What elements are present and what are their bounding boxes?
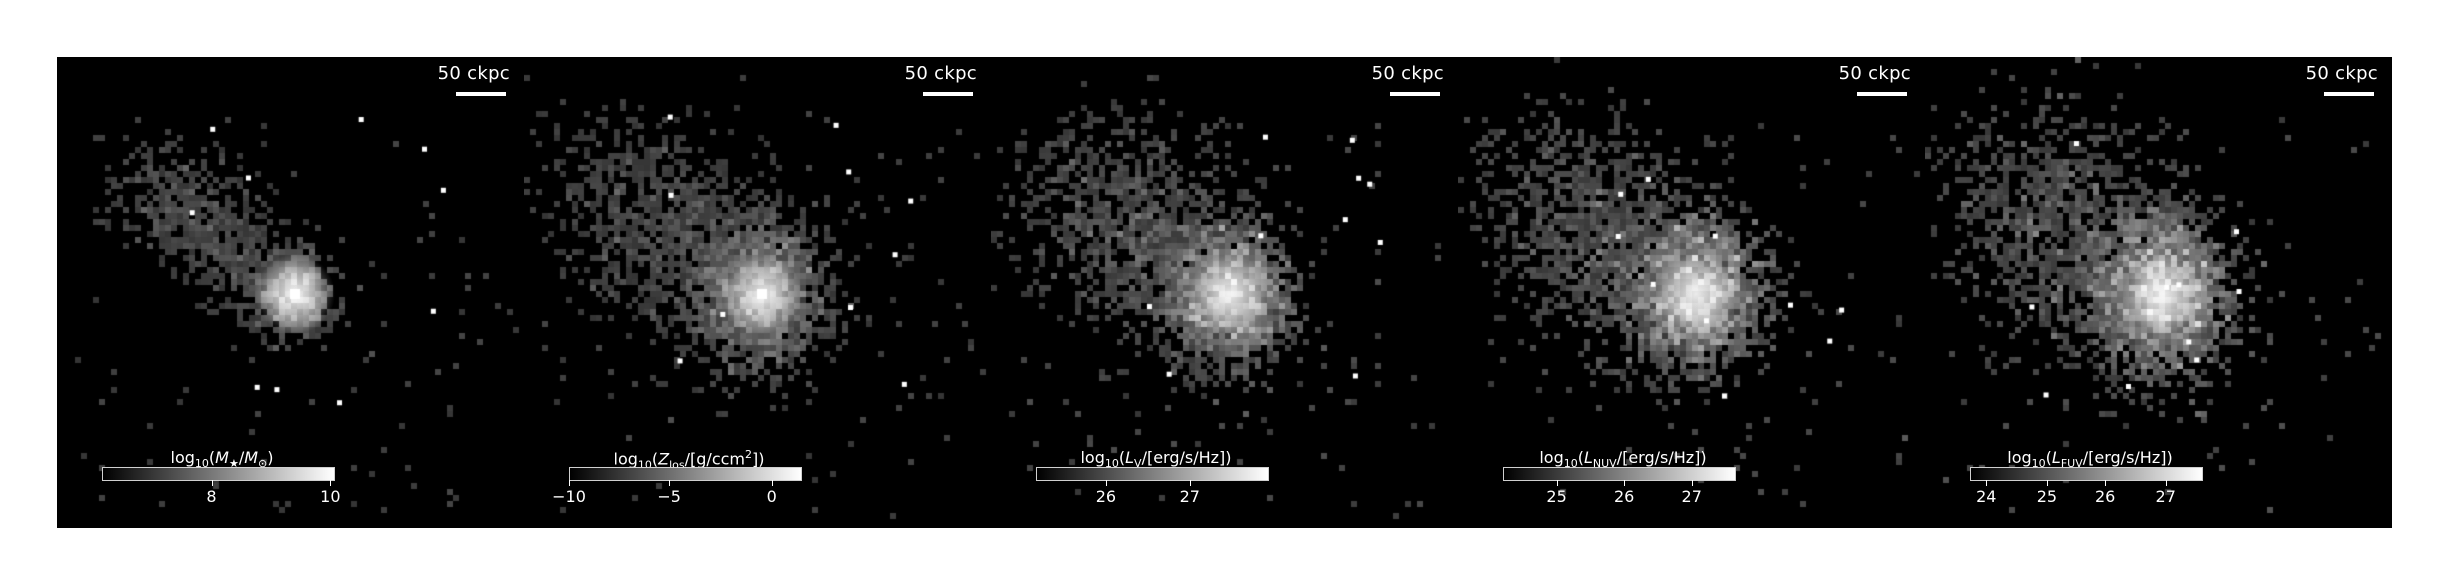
galaxy-map <box>524 57 991 528</box>
colorbar <box>102 467 335 481</box>
scalebar-label: 50 ckpc <box>904 63 977 84</box>
colorbar <box>569 467 802 481</box>
colorbar-title: log10(M★/M⊙) <box>170 448 274 471</box>
colorbar-tick-label: 10 <box>320 487 341 506</box>
colorbar-tick <box>1624 480 1626 486</box>
colorbar-tick <box>669 480 671 486</box>
colorbar-tick <box>1105 480 1107 486</box>
colorbar-tick <box>211 480 213 486</box>
colorbar <box>1503 467 1736 481</box>
colorbar-tick-label: 8 <box>206 487 217 506</box>
panel-metallicity: 50 ckpc log10(Zlos/[g/ccm2]) −10 −5 0 <box>524 57 991 528</box>
scalebar-line <box>2324 92 2374 96</box>
panel-luminosity-fuv: 50 ckpc log10(LFUV/[erg/s/Hz]) 24 25 26 27 <box>1925 57 2392 528</box>
colorbar-tick <box>569 480 570 486</box>
scalebar-label: 50 ckpc <box>1371 63 1444 84</box>
colorbar-title: log10(LNUV/[erg/s/Hz]) <box>1539 448 1707 471</box>
colorbar-tick <box>1189 480 1191 486</box>
panel-luminosity-nuv: 50 ckpc log10(LNUV/[erg/s/Hz]) 25 26 27 <box>1458 57 1925 528</box>
colorbar-tick-label: 26 <box>1095 487 1117 506</box>
panel-stellar-mass: 50 ckpc log10(M★/M⊙) 8 10 <box>57 57 524 528</box>
scalebar-line <box>923 92 973 96</box>
colorbar-tick <box>2165 480 2167 486</box>
colorbar-tick-label: 25 <box>1546 487 1567 506</box>
colorbar <box>1970 467 2203 481</box>
panel-luminosity-v: 50 ckpc log10(LV/[erg/s/Hz]) 26 27 <box>991 57 1458 528</box>
scalebar-label: 50 ckpc <box>1838 63 1911 84</box>
colorbar-tick-label: 25 <box>2036 487 2058 506</box>
image-strip: 50 ckpc log10(M★/M⊙) 8 10 50 ckpc log10(Z… <box>57 57 2392 528</box>
scalebar-label: 50 ckpc <box>437 63 510 84</box>
colorbar-tick <box>1556 480 1558 486</box>
colorbar <box>1036 467 1269 481</box>
scalebar-line <box>1857 92 1907 96</box>
colorbar-tick <box>2105 480 2107 486</box>
galaxy-map <box>991 57 1458 528</box>
galaxy-map <box>57 57 524 528</box>
colorbar-tick <box>1986 480 1988 486</box>
colorbar-title: log10(LFUV/[erg/s/Hz]) <box>2007 448 2173 471</box>
galaxy-map <box>1458 57 1925 528</box>
colorbar-tick-label: 26 <box>2094 487 2116 506</box>
colorbar-tick-label: −5 <box>657 487 681 506</box>
colorbar-tick-label: 27 <box>2155 487 2176 506</box>
scalebar-label: 50 ckpc <box>2305 63 2378 84</box>
colorbar-tick-label: 27 <box>1179 487 1200 506</box>
colorbar-tick-label: 27 <box>1681 487 1702 506</box>
colorbar-tick <box>2046 480 2048 486</box>
scalebar-line <box>1390 92 1440 96</box>
colorbar-title: log10(LV/[erg/s/Hz]) <box>1080 448 1232 471</box>
scalebar-line <box>456 92 506 96</box>
colorbar-tick <box>771 480 773 486</box>
galaxy-map <box>1925 57 2392 528</box>
colorbar-tick <box>330 480 332 486</box>
colorbar-tick <box>1691 480 1693 486</box>
colorbar-tick-label: −10 <box>552 487 586 506</box>
colorbar-tick-label: 24 <box>1976 487 1997 506</box>
colorbar-tick-label: 26 <box>1613 487 1635 506</box>
colorbar-tick-label: 0 <box>766 487 777 506</box>
